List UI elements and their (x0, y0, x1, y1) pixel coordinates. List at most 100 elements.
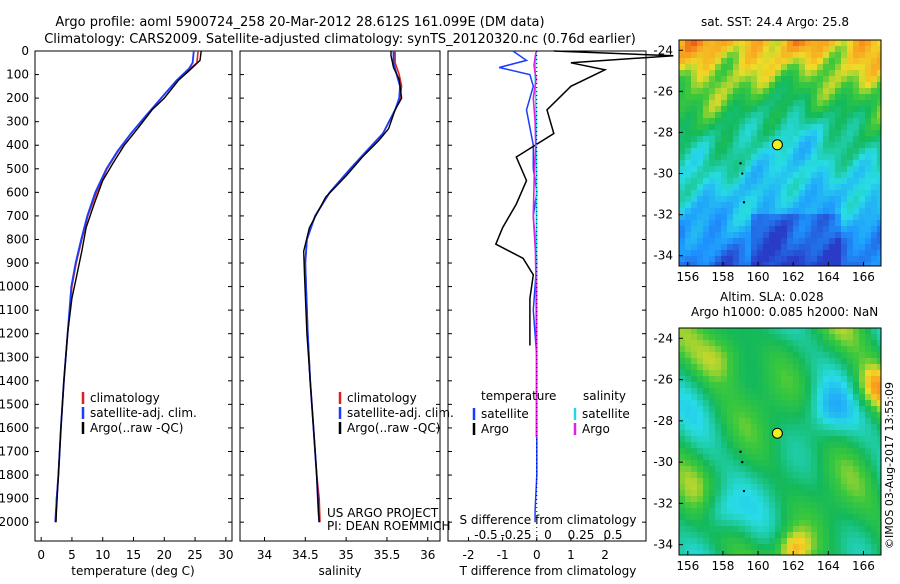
map-cell (805, 172, 811, 178)
map-cell (757, 136, 763, 142)
map-cell (685, 130, 691, 136)
map-cell (775, 490, 781, 496)
map-cell (823, 160, 829, 166)
map-cell (721, 484, 727, 490)
map-cell (805, 346, 811, 352)
map-cell (745, 40, 751, 46)
map-cell (679, 328, 685, 334)
map-cell (829, 352, 835, 358)
map-cell (679, 166, 685, 172)
map-cell (715, 250, 721, 256)
map-cell (847, 136, 853, 142)
map-cell (823, 358, 829, 364)
map-cell (829, 502, 835, 508)
map-cell (709, 436, 715, 442)
map-cell (871, 76, 877, 82)
temperature-ytick-label: 900 (6, 256, 29, 270)
map-cell (817, 220, 823, 226)
map-cell (703, 472, 709, 478)
previous-profile-marker (742, 201, 746, 204)
map-cell (781, 190, 787, 196)
map-cell (769, 370, 775, 376)
map-cell (811, 352, 817, 358)
map-cell (715, 244, 721, 250)
map-cell (865, 448, 871, 454)
map-cell (739, 346, 745, 352)
map-cell (799, 490, 805, 496)
map-cell (835, 94, 841, 100)
map-cell (763, 448, 769, 454)
map-cell (787, 106, 793, 112)
map-cell (847, 106, 853, 112)
map-cell (775, 190, 781, 196)
map-cell (751, 208, 757, 214)
map-cell (799, 436, 805, 442)
temperature-ytick-label: 1500 (0, 397, 29, 411)
map-cell (703, 232, 709, 238)
map-cell (793, 334, 799, 340)
map-cell (781, 208, 787, 214)
map-cell (787, 532, 793, 538)
map-cell (757, 436, 763, 442)
map-cell (727, 412, 733, 418)
map-cell (835, 514, 841, 520)
argo-position-marker (771, 427, 783, 439)
map-cell (781, 124, 787, 130)
map-cell (697, 196, 703, 202)
map-cell (829, 346, 835, 352)
map-cell (817, 184, 823, 190)
map-cell (787, 190, 793, 196)
map-cell (763, 118, 769, 124)
map-cell (703, 514, 709, 520)
map-cell (727, 172, 733, 178)
map-cell (853, 364, 859, 370)
map-cell (703, 412, 709, 418)
map-cell (739, 490, 745, 496)
map-cell (805, 430, 811, 436)
map-cell (865, 148, 871, 154)
map-cell (733, 550, 739, 555)
map-cell (853, 124, 859, 130)
map-cell (763, 190, 769, 196)
map-cell (763, 226, 769, 232)
map-cell (751, 352, 757, 358)
map-cell (877, 358, 881, 364)
map-cell (811, 178, 817, 184)
map-cell (763, 244, 769, 250)
map-cell (691, 436, 697, 442)
map-cell (775, 340, 781, 346)
map-cell (763, 142, 769, 148)
map-cell (709, 532, 715, 538)
map-cell (877, 112, 881, 118)
map-cell (823, 202, 829, 208)
map-cell (853, 184, 859, 190)
map-cell (757, 40, 763, 46)
map-cell (781, 46, 787, 52)
map-cell (865, 388, 871, 394)
map-cell (745, 124, 751, 130)
map-cell (805, 112, 811, 118)
map-cell (847, 220, 853, 226)
map-cell (733, 262, 739, 266)
map-cell (871, 502, 877, 508)
map-cell (835, 208, 841, 214)
map-cell (799, 412, 805, 418)
map-cell (823, 490, 829, 496)
map-cell (781, 238, 787, 244)
map-cell (715, 496, 721, 502)
map-cell (679, 406, 685, 412)
map-cell (877, 166, 881, 172)
map-cell (733, 82, 739, 88)
map-cell (805, 358, 811, 364)
map-cell (859, 184, 865, 190)
map-cell (757, 88, 763, 94)
map-cell (817, 208, 823, 214)
map-cell (739, 256, 745, 262)
map-cell (781, 142, 787, 148)
map-cell (853, 46, 859, 52)
map-cell (721, 244, 727, 250)
map-cell (799, 88, 805, 94)
map-cell (877, 124, 881, 130)
map-cell (823, 454, 829, 460)
map-cell (817, 358, 823, 364)
